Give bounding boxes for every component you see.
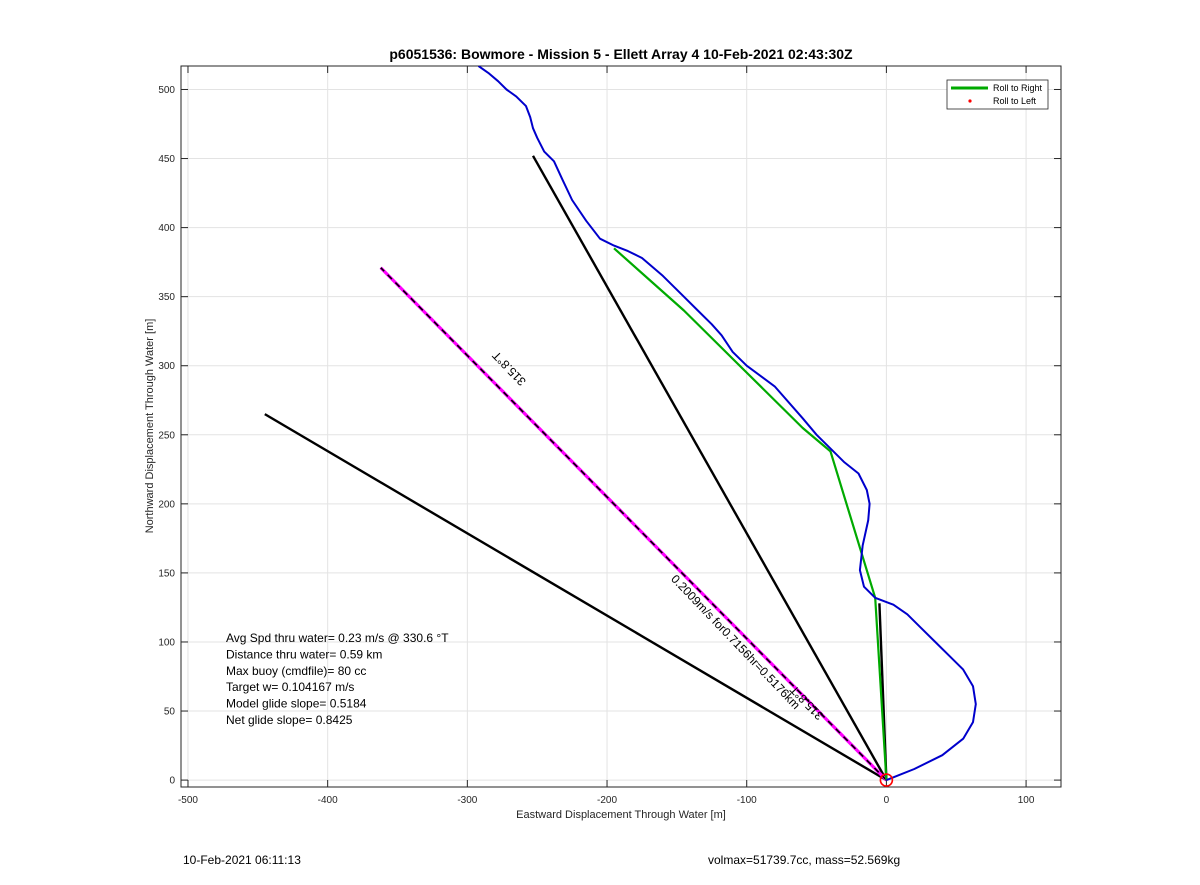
stats-line: Avg Spd thru water= 0.23 m/s @ 330.6 °T xyxy=(226,631,449,645)
legend-swatch-dot xyxy=(968,99,972,103)
series-line-dashed xyxy=(380,267,887,781)
footer-timestamp: 10-Feb-2021 06:11:13 xyxy=(183,853,301,867)
stats-line: Target w= 0.104167 m/s xyxy=(226,680,354,694)
series-line xyxy=(531,155,888,781)
y-tick-label: 400 xyxy=(158,223,175,234)
y-tick-label: 0 xyxy=(169,776,175,787)
y-tick-label: 450 xyxy=(158,154,175,165)
stats-line: Net glide slope= 0.8425 xyxy=(226,713,353,727)
x-tick-label: -300 xyxy=(457,795,477,806)
start-marker xyxy=(879,773,894,787)
legend-box xyxy=(946,79,1049,110)
y-tick-label: 150 xyxy=(158,568,175,579)
axis-ticks: -500 -400 -300 -200 -100 0 100 0 50 100 150 200 250 3… xyxy=(158,66,1061,806)
stats-line: Distance thru water= 0.59 km xyxy=(226,647,382,661)
y-tick-label: 200 xyxy=(158,499,175,510)
y-tick-label: 500 xyxy=(158,85,175,96)
stats-line: Model glide slope= 0.5184 xyxy=(226,697,367,711)
footer-params: volmax=51739.7cc, mass=52.569kg xyxy=(708,853,901,867)
legend: Roll to Right Roll to Left xyxy=(946,79,1049,110)
x-tick-label: 0 xyxy=(884,795,890,806)
grid xyxy=(181,66,1061,787)
x-tick-label: -400 xyxy=(318,795,338,806)
series-line xyxy=(264,413,888,782)
stats-annotation: Avg Spd thru water= 0.23 m/s @ 330.6 °T D… xyxy=(226,631,449,727)
x-tick-label: -100 xyxy=(737,795,757,806)
series-line xyxy=(477,66,977,782)
y-tick-label: 350 xyxy=(158,292,175,303)
y-tick-label: 300 xyxy=(158,361,175,372)
x-tick-label: -500 xyxy=(178,795,198,806)
chart-title: p6051536: Bowmore - Mission 5 - Ellett A… xyxy=(389,46,853,62)
x-tick-label: -200 xyxy=(597,795,617,806)
y-axis-label: Northward Displacement Through Water [m] xyxy=(144,319,156,534)
legend-entry-label: Roll to Right xyxy=(993,83,1043,93)
x-axis-label: Eastward Displacement Through Water [m] xyxy=(516,809,726,821)
stats-line: Max buoy (cmdfile)= 80 cc xyxy=(226,664,366,678)
x-tick-label: 100 xyxy=(1018,795,1035,806)
y-tick-label: 250 xyxy=(158,430,175,441)
axes-box xyxy=(180,65,1062,788)
y-tick-label: 100 xyxy=(158,637,175,648)
legend-entry-label: Roll to Left xyxy=(993,96,1037,106)
y-tick-label: 50 xyxy=(164,707,176,718)
